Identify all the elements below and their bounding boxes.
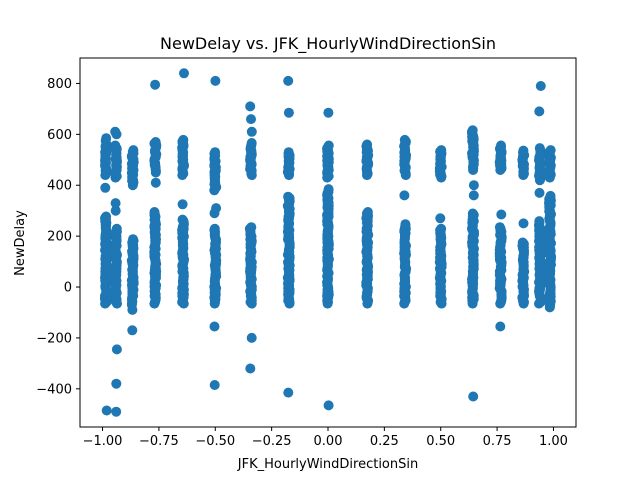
- data-point: [111, 406, 122, 417]
- data-point: [177, 214, 188, 225]
- data-point: [110, 140, 121, 151]
- data-point: [127, 304, 138, 315]
- data-point: [100, 182, 111, 193]
- data-point: [467, 131, 478, 142]
- y-tick-label: 600: [47, 128, 72, 143]
- data-point: [128, 145, 139, 156]
- data-point: [211, 203, 222, 214]
- data-point: [534, 143, 545, 154]
- x-tick-label: −0.25: [252, 434, 292, 449]
- data-point: [496, 140, 506, 151]
- x-tick-label: −1.00: [83, 434, 123, 449]
- data-point: [246, 126, 257, 137]
- data-point: [101, 211, 112, 222]
- data-point: [467, 208, 478, 219]
- data-point: [283, 75, 294, 86]
- y-ticks: −400 −200 0 200 400 600 800: [36, 77, 80, 397]
- data-point: [110, 205, 121, 216]
- data-point: [535, 81, 546, 91]
- data-point: [209, 380, 220, 390]
- data-point: [534, 187, 545, 198]
- y-tick-label: −200: [36, 331, 72, 346]
- data-point: [110, 198, 121, 209]
- data-point: [246, 138, 257, 148]
- data-point: [435, 213, 446, 224]
- y-tick-label: 400: [47, 179, 72, 194]
- data-point: [179, 68, 189, 79]
- data-point: [468, 180, 479, 191]
- data-point: [518, 218, 529, 229]
- x-tick-label: 0.50: [426, 434, 455, 449]
- data-point: [178, 134, 189, 145]
- data-point: [399, 134, 410, 145]
- data-point: [209, 321, 220, 332]
- data-point: [283, 107, 294, 118]
- data-point: [323, 140, 334, 151]
- data-point: [150, 177, 161, 188]
- x-tick-label: 1.00: [539, 434, 568, 449]
- y-tick-label: 0: [64, 281, 72, 296]
- data-point: [128, 234, 138, 245]
- data-point: [400, 219, 411, 230]
- data-point: [209, 223, 220, 234]
- x-tick-label: 0.75: [483, 434, 512, 449]
- y-tick-label: 200: [47, 230, 72, 245]
- data-point: [150, 137, 161, 147]
- data-point: [111, 223, 122, 234]
- data-point: [127, 325, 138, 336]
- data-point: [101, 405, 112, 416]
- x-tick-label: 0.25: [370, 434, 399, 449]
- data-point: [245, 363, 256, 374]
- data-point: [323, 184, 334, 195]
- data-point: [496, 209, 507, 220]
- data-point: [545, 145, 556, 156]
- data-point: [149, 207, 160, 217]
- data-point: [495, 321, 506, 332]
- data-point: [283, 147, 294, 158]
- data-point: [283, 387, 294, 398]
- x-tick-label: −0.75: [139, 434, 179, 449]
- data-point: [468, 190, 479, 201]
- data-point: [534, 216, 545, 227]
- data-point: [468, 391, 479, 402]
- data-point: [283, 191, 294, 202]
- data-point: [111, 378, 122, 389]
- data-point: [177, 199, 188, 210]
- data-point: [518, 145, 529, 156]
- data-point: [494, 222, 505, 233]
- data-point: [436, 145, 447, 156]
- data-point: [323, 107, 334, 118]
- x-axis-label: JFK_HourlyWindDirectionSin: [237, 457, 418, 472]
- chart-title: NewDelay vs. JFK_HourlyWindDirectionSin: [160, 34, 496, 54]
- y-tick-label: −400: [36, 382, 72, 397]
- data-point: [517, 237, 528, 248]
- data-point: [210, 147, 221, 158]
- data-point: [362, 139, 373, 150]
- data-point: [246, 222, 257, 233]
- points-layer: [100, 68, 557, 417]
- y-tick-label: 800: [47, 77, 72, 92]
- x-tick-label: 0.00: [314, 434, 343, 449]
- data-point: [246, 332, 257, 343]
- data-point: [436, 223, 447, 234]
- data-point: [323, 400, 334, 411]
- data-point: [110, 126, 121, 137]
- data-point: [150, 79, 161, 90]
- data-point: [246, 114, 256, 125]
- data-point: [111, 344, 122, 355]
- data-point: [101, 133, 112, 144]
- data-point: [210, 75, 221, 86]
- data-point: [534, 106, 545, 117]
- data-point: [362, 207, 373, 217]
- x-ticks: −1.00 −0.75 −0.50 −0.25 0.00 0.25 0.50 0.75 1.00: [83, 427, 568, 449]
- data-point: [545, 190, 556, 201]
- x-tick-label: −0.50: [195, 434, 235, 449]
- data-point: [245, 101, 256, 112]
- y-axis-label: NewDelay: [13, 210, 28, 276]
- data-point: [399, 190, 410, 201]
